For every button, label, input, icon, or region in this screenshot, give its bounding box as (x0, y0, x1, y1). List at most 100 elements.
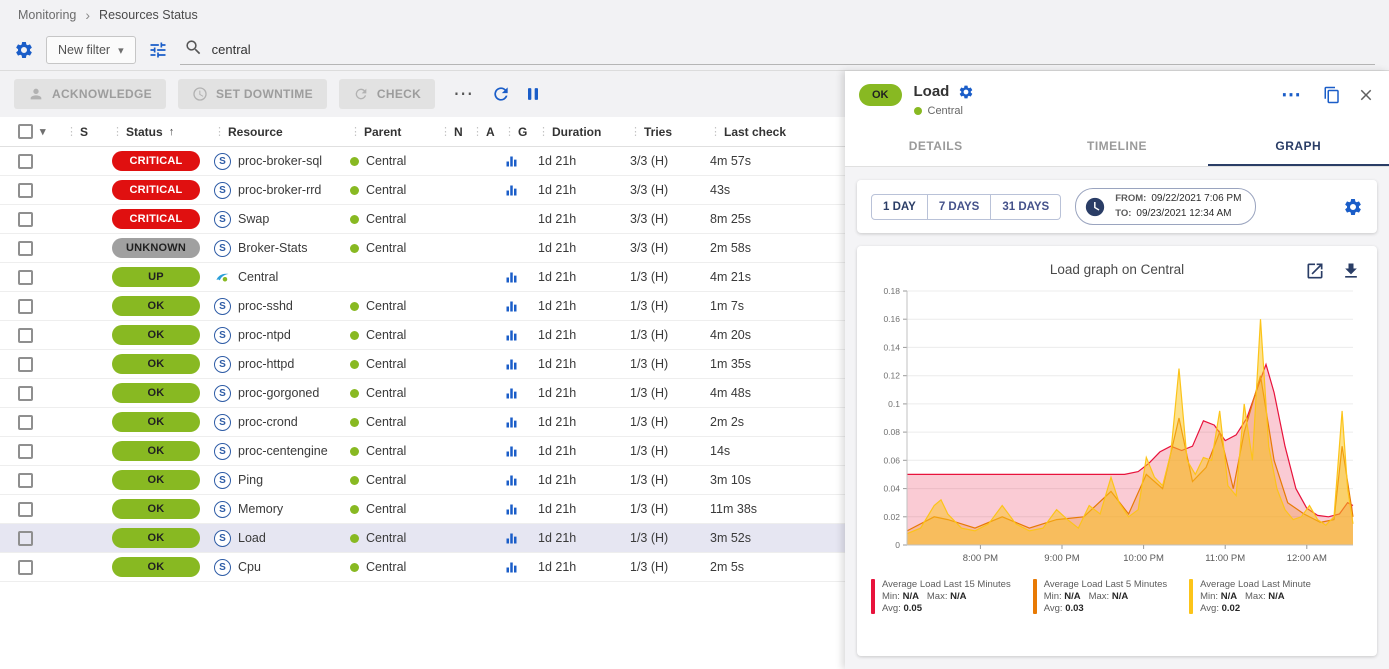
last-check-value: 4m 48s (710, 386, 751, 400)
search-input[interactable] (211, 42, 1371, 57)
graph-icon[interactable] (504, 328, 519, 343)
row-checkbox[interactable] (18, 182, 33, 198)
tab-details[interactable]: DETAILS (908, 139, 963, 153)
copy-link-icon[interactable] (1323, 86, 1341, 104)
table-row[interactable]: OK S Load Central 1d 21h 1/3 (H) 3m 52s (0, 524, 845, 553)
svg-text:0.12: 0.12 (883, 371, 900, 381)
graph-actions (1305, 261, 1361, 281)
column-header-duration[interactable]: ⋮ Duration (538, 125, 630, 139)
row-checkbox[interactable] (18, 530, 33, 546)
table-row[interactable]: OK S Memory Central 1d 21h 1/3 (H) 11m 38s (0, 495, 845, 524)
more-actions-button[interactable]: ⋯ (453, 83, 474, 105)
parent-status-dot (350, 214, 359, 224)
graph-icon[interactable] (504, 502, 519, 517)
search-field[interactable] (179, 35, 1375, 65)
legend-item[interactable]: Average Load Last 15 Minutes Min: N/A Max… (871, 579, 1011, 614)
column-header-n[interactable]: ⋮ N (440, 125, 472, 139)
refresh-button[interactable] (491, 84, 511, 104)
custom-period-selector[interactable]: FROM: 09/22/2021 7:06 PM TO: 09/23/2021 … (1075, 188, 1257, 225)
row-checkbox[interactable] (18, 211, 33, 227)
set-downtime-button[interactable]: SET DOWNTIME (177, 79, 327, 109)
graph-icon[interactable] (504, 299, 519, 314)
graph-icon[interactable] (504, 444, 519, 459)
service-icon: S (214, 471, 231, 489)
graph-icon[interactable] (504, 531, 519, 546)
time-range-button-7-days[interactable]: 7 DAYS (927, 193, 992, 220)
check-button[interactable]: CHECK (338, 79, 436, 109)
legend-item[interactable]: Average Load Last Minute Min: N/A Max: N/… (1189, 579, 1311, 614)
graph-icon[interactable] (504, 415, 519, 430)
row-checkbox[interactable] (18, 559, 33, 575)
resource-config-gear-icon[interactable] (958, 84, 974, 100)
row-checkbox[interactable] (18, 153, 33, 169)
breadcrumb-link-monitoring[interactable]: Monitoring (18, 8, 77, 22)
graph-icon[interactable] (504, 270, 519, 285)
advanced-filters-icon[interactable] (148, 40, 168, 60)
table-row[interactable]: CRITICAL S Swap Central 1d 21h 3/3 (H) 8m 25s (0, 205, 845, 234)
open-in-new-icon[interactable] (1305, 261, 1325, 281)
graph-icon[interactable] (504, 183, 519, 198)
column-header-g[interactable]: ⋮ G (504, 125, 538, 139)
table-row[interactable]: UP Central 1d 21h 1/3 (H) 4m 21s (0, 263, 845, 292)
column-header-resource[interactable]: ⋮ Resource (214, 125, 350, 139)
column-header-status[interactable]: ⋮ Status ↑ (112, 125, 214, 139)
graph-icon[interactable] (504, 386, 519, 401)
legend-item[interactable]: Average Load Last 5 Minutes Min: N/A Max:… (1032, 579, 1167, 614)
set-downtime-label: SET DOWNTIME (215, 87, 313, 101)
download-icon[interactable] (1341, 261, 1361, 281)
graph-icon[interactable] (504, 357, 519, 372)
column-header-a[interactable]: ⋮ A (472, 125, 504, 139)
detail-more-button[interactable]: ⋯ (1281, 84, 1301, 106)
pause-autorefresh-button[interactable] (523, 84, 543, 104)
row-checkbox[interactable] (18, 501, 33, 517)
parent-status-dot (350, 359, 359, 369)
column-label: Tries (644, 124, 673, 139)
table-row[interactable]: UNKNOWN S Broker-Stats Central 1d 21h 3/3 (H)… (0, 234, 845, 263)
graph-icon[interactable] (504, 473, 519, 488)
row-checkbox[interactable] (18, 385, 33, 401)
service-icon: S (214, 152, 231, 170)
row-checkbox[interactable] (18, 472, 33, 488)
row-checkbox[interactable] (18, 356, 33, 372)
filters-gear-icon[interactable] (14, 40, 34, 60)
column-header-tries[interactable]: ⋮ Tries (630, 125, 710, 139)
tab-timeline[interactable]: TIMELINE (1086, 139, 1147, 153)
graph-settings-gear-icon[interactable] (1343, 197, 1363, 217)
time-range-button-1-day[interactable]: 1 DAY (871, 193, 928, 220)
breadcrumb-current-resources-status[interactable]: Resources Status (99, 8, 198, 22)
row-checkbox[interactable] (18, 414, 33, 430)
row-checkbox[interactable] (18, 298, 33, 314)
table-row[interactable]: OK S Cpu Central 1d 21h 1/3 (H) 2m 5s (0, 553, 845, 582)
column-header-s[interactable]: ⋮ S (66, 125, 112, 139)
resource-name: proc-centengine (238, 444, 328, 458)
row-checkbox[interactable] (18, 269, 33, 285)
row-checkbox[interactable] (18, 443, 33, 459)
close-panel-icon[interactable] (1357, 86, 1375, 104)
graph-icon[interactable] (504, 154, 519, 169)
select-options-caret-icon[interactable]: ▾ (40, 126, 46, 138)
new-filter-button[interactable]: New filter ▾ (46, 36, 136, 64)
row-checkbox[interactable] (18, 240, 33, 256)
column-header-parent[interactable]: ⋮ Parent (350, 125, 440, 139)
svg-text:0.1: 0.1 (888, 399, 900, 409)
table-row[interactable]: OK S Ping Central 1d 21h 1/3 (H) 3m 10s (0, 466, 845, 495)
column-header-last_check[interactable]: ⋮ Last check (710, 125, 845, 139)
time-range-button-31-days[interactable]: 31 DAYS (991, 193, 1062, 220)
row-checkbox[interactable] (18, 327, 33, 343)
resource-name: Ping (238, 473, 264, 487)
tab-graph[interactable]: GRAPH (1207, 126, 1389, 166)
acknowledge-button[interactable]: ACKNOWLEDGE (14, 79, 166, 109)
graph-icon[interactable] (504, 560, 519, 575)
service-icon: S (214, 413, 231, 431)
service-icon: S (214, 558, 231, 576)
select-all-checkbox[interactable] (18, 124, 33, 139)
